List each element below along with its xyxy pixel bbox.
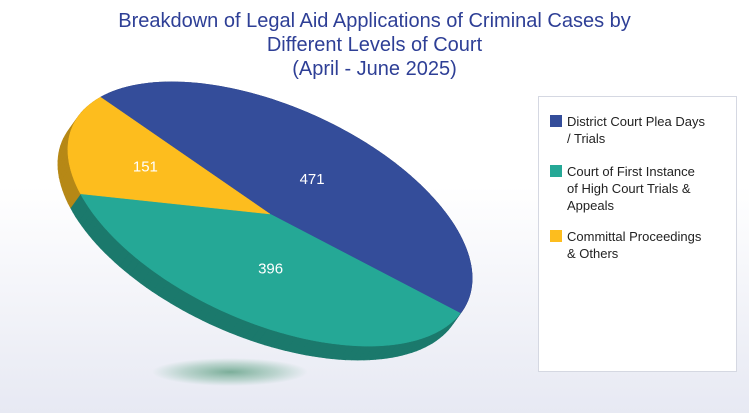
data-label-first-instance: 396	[258, 260, 283, 277]
legend-label-first-instance: Court of First Instance of High Court Tr…	[567, 163, 735, 214]
chart-title-line-2: Different Levels of Court	[266, 34, 483, 56]
pie-slice-committal	[67, 96, 271, 215]
legend-label-line: Committal Proceedings	[567, 229, 702, 244]
legend-label-committal: Committal Proceedings & Others	[567, 228, 735, 262]
legend-label-district-court: District Court Plea Days / Trials	[567, 113, 735, 147]
legend-swatch-district-court	[550, 115, 562, 127]
legend: District Court Plea Days / Trials Court …	[538, 96, 737, 372]
pie-slice-district-court	[100, 81, 473, 314]
chart-title-line-1: Breakdown of Legal Aid Applications of C…	[118, 10, 631, 32]
data-label-district-court: 471	[300, 171, 325, 188]
legend-label-line: District Court Plea Days	[567, 114, 705, 129]
chart-subtitle: (April - June 2025)	[292, 58, 457, 80]
pie-data-labels: 471 396 151	[133, 159, 325, 278]
legend-label-line: / Trials	[567, 131, 606, 146]
pie-slices	[67, 81, 473, 347]
data-label-committal: 151	[133, 159, 158, 176]
pie-slice-first-instance	[80, 193, 461, 347]
legend-swatch-first-instance	[550, 165, 562, 177]
chart-title: Breakdown of Legal Aid Applications of C…	[0, 9, 749, 81]
legend-label-line: Appeals	[567, 198, 614, 213]
pie-shadow	[152, 358, 308, 386]
legend-swatch-committal	[550, 230, 562, 242]
legend-label-line: of High Court Trials &	[567, 181, 691, 196]
legend-label-line: & Others	[567, 246, 619, 261]
legend-label-line: Court of First Instance	[567, 164, 695, 179]
